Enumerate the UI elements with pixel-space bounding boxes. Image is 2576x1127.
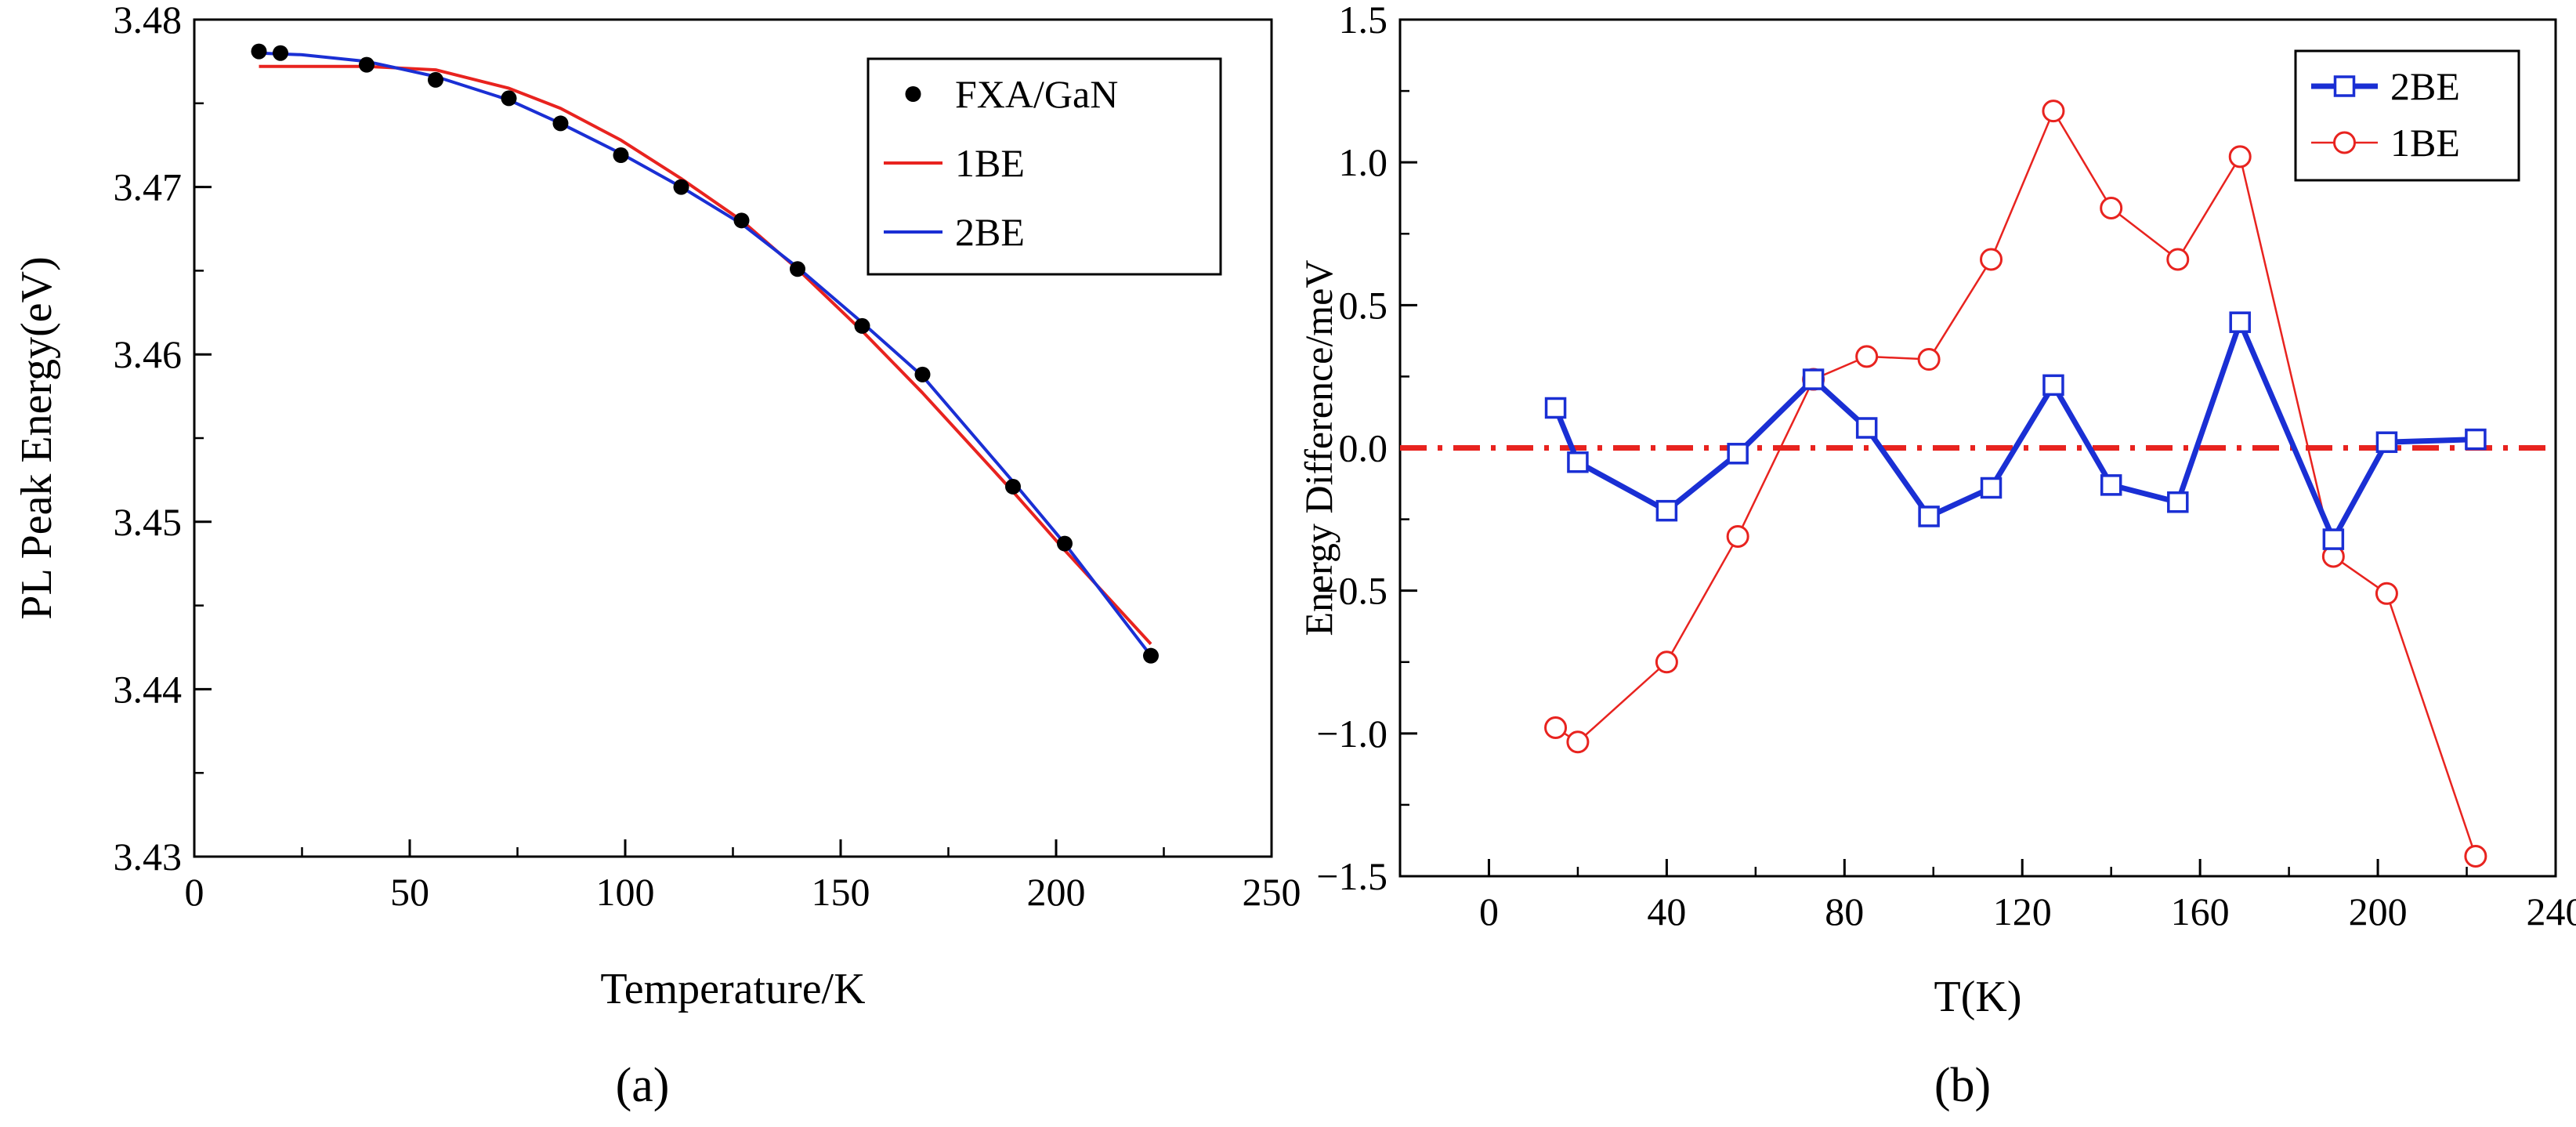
square-marker (1804, 370, 1823, 389)
square-marker (2102, 476, 2121, 495)
x-tick-label: 150 (812, 870, 870, 914)
data-point (273, 45, 288, 61)
data-point (674, 179, 689, 195)
y-tick-label: 1.5 (1339, 0, 1388, 42)
legend: FXA/GaN 1BE 2BE (868, 59, 1221, 274)
circle-marker (1919, 350, 1939, 370)
circle-marker (1546, 718, 1566, 738)
y-tick-label: 3.48 (114, 0, 183, 42)
y-tick-label: 0.0 (1339, 426, 1388, 470)
data-point (251, 44, 267, 60)
data-point (428, 72, 443, 88)
data-point (915, 367, 931, 382)
legend-label: 1BE (955, 141, 1025, 185)
y-tick-label: −1.0 (1316, 712, 1387, 756)
square-marker (2230, 313, 2249, 332)
y-tick-label: 0.5 (1339, 283, 1388, 327)
square-marker (1657, 502, 1676, 520)
data-point (1005, 479, 1021, 495)
legend-label: 1BE (2390, 121, 2460, 165)
x-tick-label: 160 (2171, 890, 2230, 933)
square-marker (1982, 479, 2001, 498)
y-tick-label: 3.44 (114, 667, 183, 711)
x-tick-label: 200 (2349, 890, 2408, 933)
series-line-1be (1556, 111, 2476, 857)
legend-swatch (906, 86, 921, 102)
square-marker (2377, 433, 2396, 451)
y-tick-label: −1.5 (1316, 854, 1387, 898)
data-point (1143, 648, 1159, 664)
panel-a-chart: 0 50 100 150 200 250 3.43 3.44 3.45 3.46 3.47 3.48 T… (13, 0, 1301, 1112)
y-tick-label: 3.43 (114, 835, 183, 879)
y-tick-label: 3.47 (114, 165, 183, 209)
x-tick-label: 40 (1647, 890, 1686, 933)
y-axis-label: Energy Difference/meV (1297, 260, 1340, 636)
data-point (553, 115, 569, 131)
x-axis-label: Temperature/K (600, 965, 865, 1013)
x-tick-label: 240 (2527, 890, 2576, 933)
x-tick-label: 100 (596, 870, 655, 914)
circle-marker (2043, 101, 2064, 121)
square-marker (1568, 453, 1587, 472)
circle-marker (1728, 526, 1748, 546)
legend-swatch-marker (2335, 132, 2355, 153)
x-tick-label: 50 (390, 870, 429, 914)
x-tick-label: 0 (185, 870, 204, 914)
x-tick-label: 120 (1993, 890, 2052, 933)
x-tick-label: 0 (1479, 890, 1499, 933)
square-marker (1728, 444, 1747, 463)
square-marker (2466, 430, 2485, 449)
legend-label: 2BE (955, 210, 1025, 254)
x-axis-label: T(K) (1934, 973, 2022, 1021)
square-marker (2169, 493, 2187, 512)
legend-label: 2BE (2390, 64, 2460, 108)
square-marker (1547, 398, 1565, 417)
data-point (790, 261, 805, 277)
legend-swatch-marker (2335, 77, 2354, 96)
data-point (359, 57, 374, 73)
data-point (501, 90, 517, 106)
circle-marker (2376, 583, 2397, 603)
circle-marker (2466, 846, 2486, 866)
y-tick-label: 3.45 (114, 500, 183, 544)
square-marker (1858, 419, 1876, 437)
legend-label: FXA/GaN (955, 72, 1118, 116)
circle-marker (1857, 346, 1877, 367)
data-point (855, 318, 870, 334)
circle-marker (2101, 197, 2122, 218)
circle-marker (1981, 249, 2002, 270)
circle-marker (1568, 732, 1588, 752)
data-point (734, 212, 750, 228)
x-tick-label: 250 (1243, 870, 1301, 914)
circle-marker (1656, 652, 1677, 672)
circle-marker (2168, 249, 2188, 270)
circle-marker (2230, 147, 2250, 167)
plot-area (1400, 101, 2556, 867)
series-line-2be (1556, 322, 2476, 539)
panel-label: (a) (616, 1059, 670, 1112)
data-point (613, 147, 629, 163)
y-axis-label: PL Peak Energy(eV) (13, 256, 61, 619)
y-tick-label: 3.46 (114, 332, 183, 376)
data-point (1057, 536, 1073, 552)
x-tick-label: 200 (1027, 870, 1086, 914)
square-marker (2044, 375, 2063, 394)
square-marker (2324, 530, 2343, 549)
square-marker (1919, 507, 1938, 526)
x-tick-label: 80 (1825, 890, 1864, 933)
y-tick-label: 1.0 (1339, 140, 1388, 184)
panel-label: (b) (1934, 1059, 1991, 1112)
